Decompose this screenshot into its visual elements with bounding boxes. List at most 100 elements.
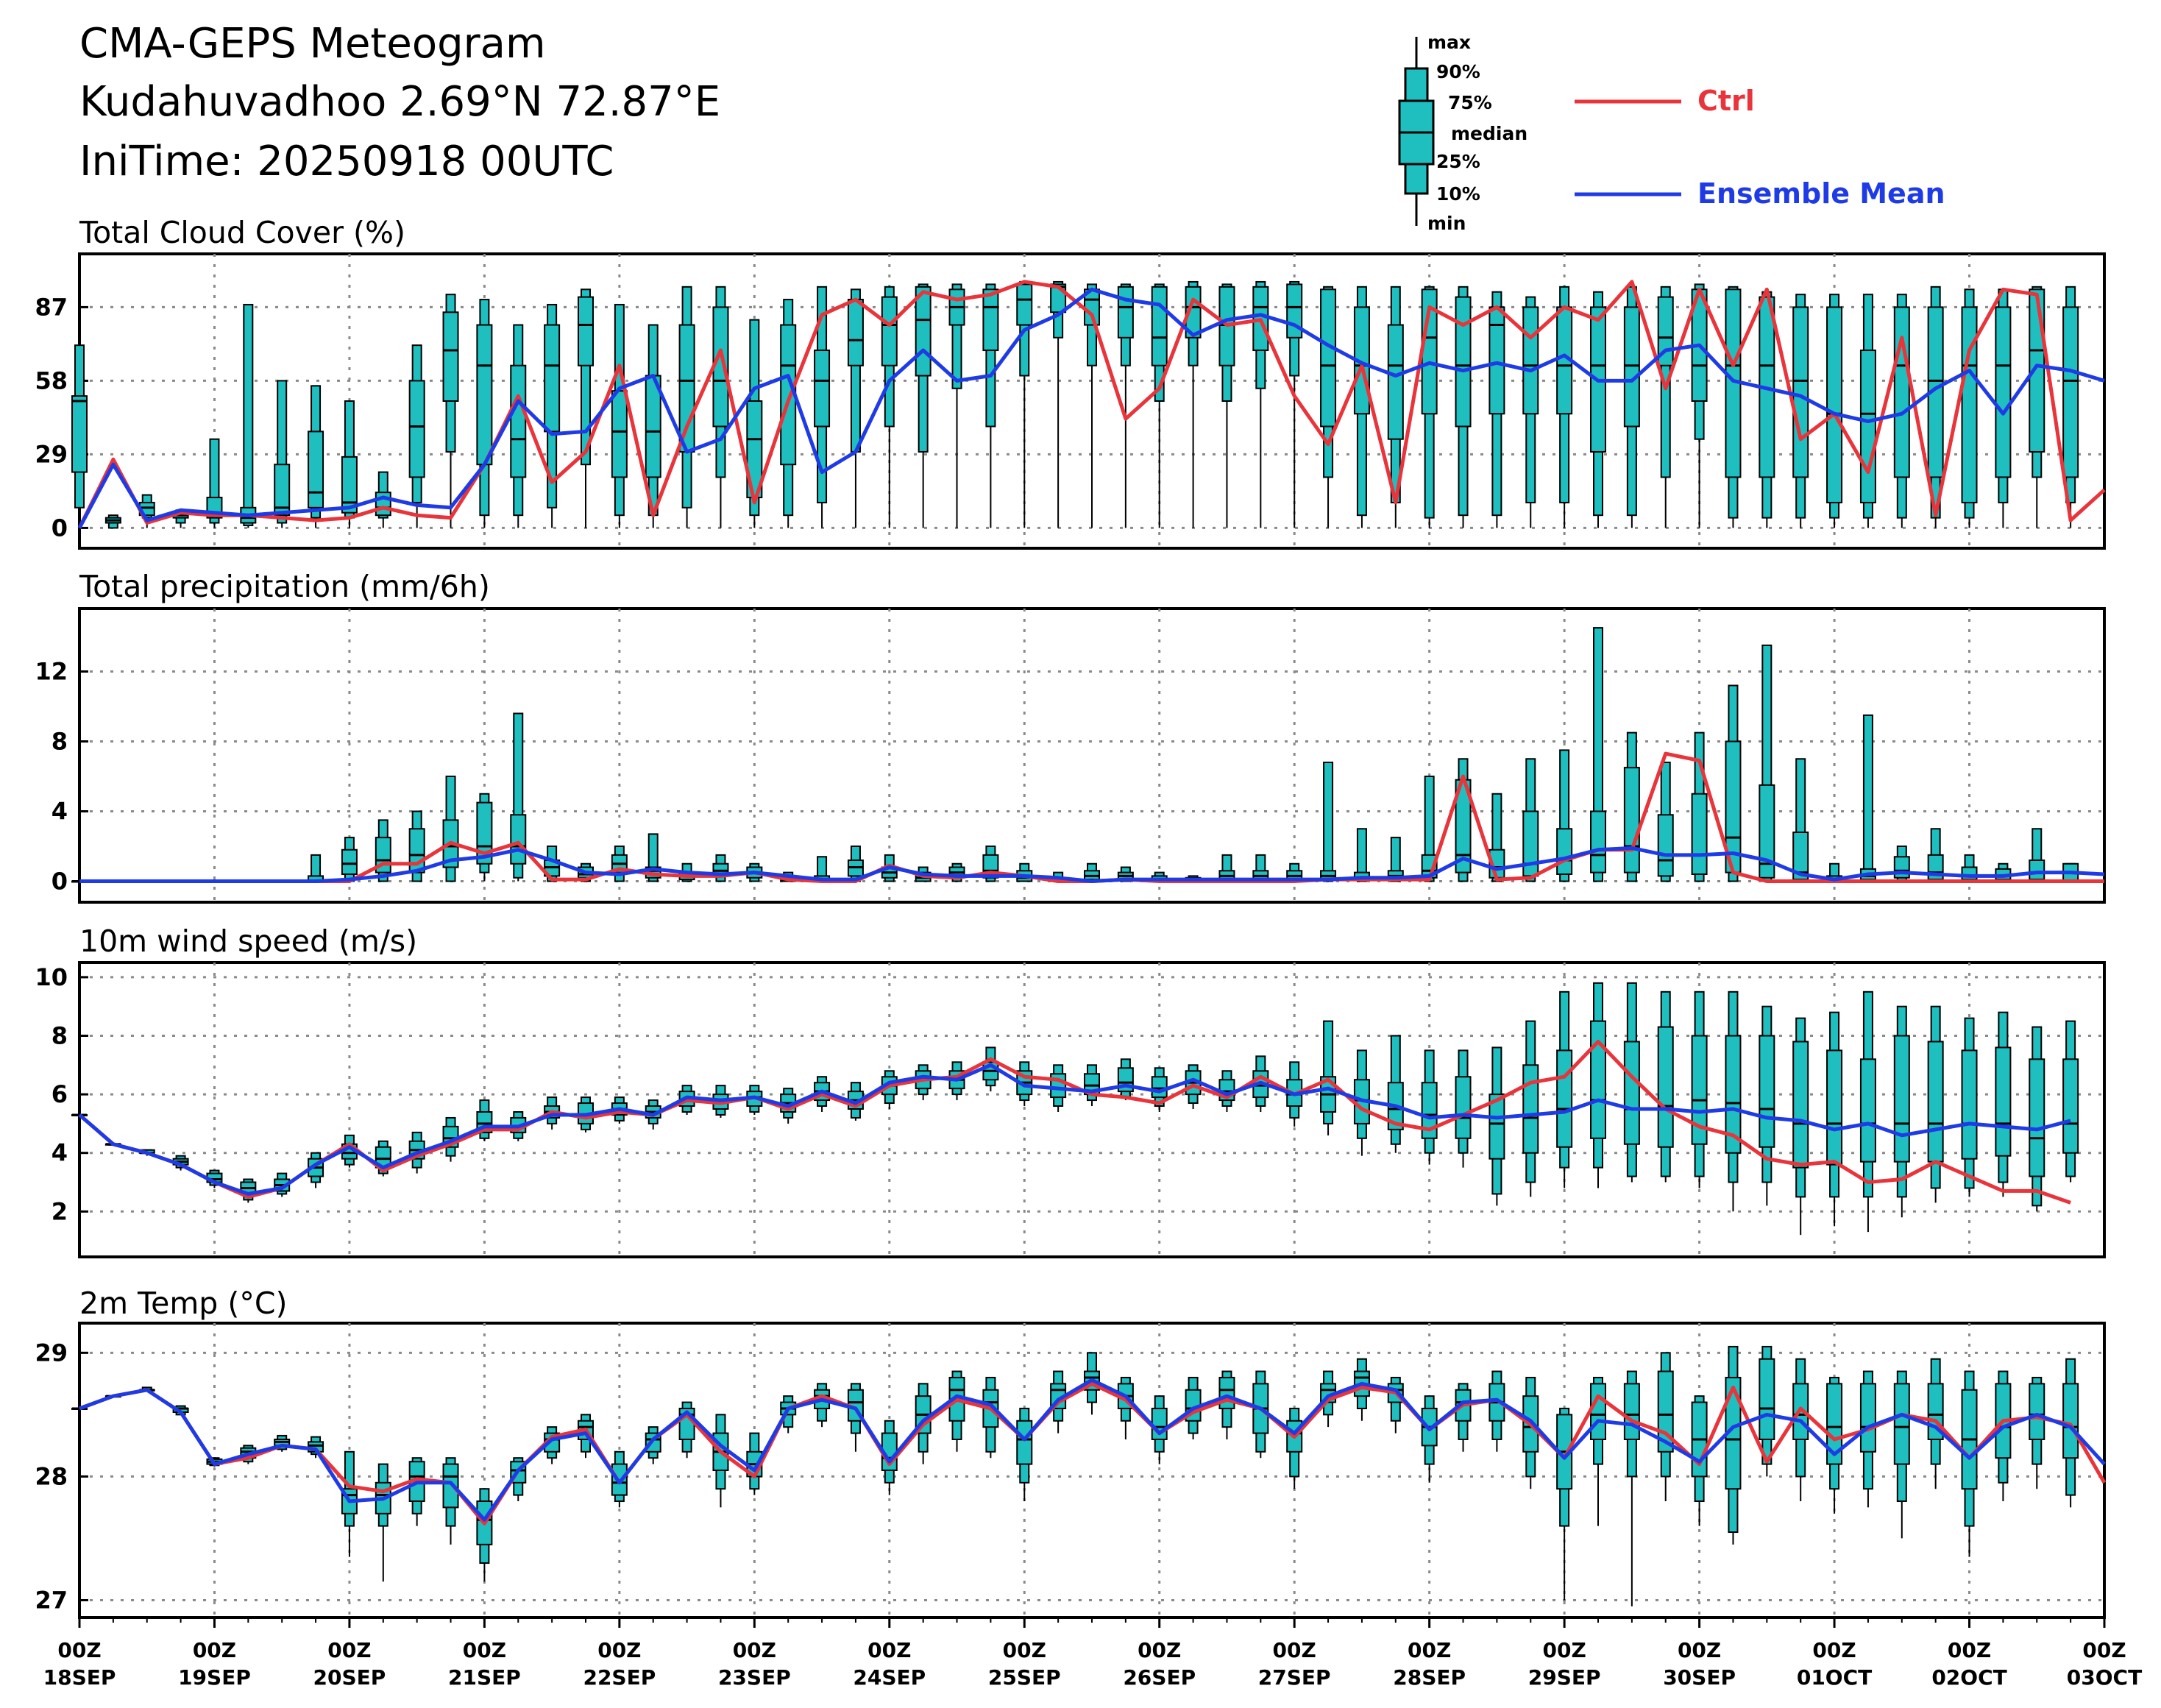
ensemble-box: [1421, 286, 1438, 528]
box-25-75: [1759, 1035, 1775, 1148]
x-tick-hour: 00Z: [1948, 1638, 1991, 1662]
box-legend: max 90% 75% median 25% 10% min: [1398, 32, 1527, 234]
ensemble-box: [1353, 828, 1370, 882]
x-tick-hour: 00Z: [867, 1638, 911, 1662]
box-25-75: [1623, 1041, 1640, 1145]
ensemble-box: [274, 380, 291, 528]
x-tick-date: 27SEP: [1258, 1665, 1331, 1690]
box-25-75: [1961, 306, 1978, 503]
box-25-75: [1050, 1073, 1067, 1099]
legend-ctrl-label: Ctrl: [1697, 85, 1755, 117]
y-tick-label: 87: [35, 293, 68, 321]
ensemble-box: [510, 324, 527, 528]
ensemble-box: [1488, 291, 1505, 528]
ensemble-box: [1759, 291, 1775, 528]
box-25-75: [1859, 1058, 1876, 1163]
ctrl-line-wind: [78, 1040, 2071, 1205]
ensemble-box: [1320, 762, 1337, 882]
box-25-75: [510, 364, 527, 478]
box-25-75: [1522, 1064, 1539, 1154]
ensemble-box: [1657, 762, 1674, 882]
ensemble-box: [1084, 1064, 1100, 1107]
ensemble-box: [1218, 854, 1235, 882]
box-25-75: [1623, 306, 1640, 428]
ensemble-box: [746, 319, 763, 528]
ensemble-box: [1792, 1017, 1809, 1236]
x-tick-date: 01OCT: [1797, 1665, 1872, 1690]
box-25-75: [611, 390, 628, 478]
box-25-75: [1893, 856, 1910, 879]
box-25-75: [1387, 324, 1404, 440]
y-tick-label: 10: [35, 963, 68, 991]
series-legend: Ctrl Ensemble Mean: [1575, 85, 1945, 210]
panel-title-precip: Total precipitation (mm/6h): [79, 569, 490, 604]
ensemble-box: [1455, 1383, 1472, 1452]
x-tick-date: 29SEP: [1528, 1665, 1601, 1690]
x-tick-date: 03OCT: [2067, 1665, 2142, 1690]
box-25-75: [510, 814, 527, 865]
ensemble-box: [948, 1370, 965, 1452]
legend-10-label: 10%: [1436, 183, 1480, 205]
x-tick-hour: 00Z: [597, 1638, 641, 1662]
y-tick-label: 8: [52, 728, 68, 756]
ensemble-box: [1455, 1049, 1472, 1168]
box-25-75: [1151, 1076, 1168, 1099]
ensemble-mean-line-temp: [79, 1378, 2106, 1522]
box-25-75: [476, 324, 493, 466]
x-tick-date: 30SEP: [1663, 1665, 1736, 1690]
ensemble-box: [1927, 286, 1944, 528]
ensemble-box: [375, 819, 391, 882]
x-tick-date: 19SEP: [178, 1665, 251, 1690]
box-25-75: [1961, 1049, 1978, 1160]
ensemble-box: [1185, 280, 1202, 528]
x-tick-date: 26SEP: [1123, 1665, 1196, 1690]
box-25-75: [982, 288, 999, 352]
box-25-75: [1522, 306, 1539, 415]
ensemble-box: [1084, 283, 1100, 528]
box-25-75: [2029, 1383, 2045, 1440]
ensemble-box: [1623, 731, 1640, 882]
panel-wind: 2 4 6 8 10: [35, 961, 2106, 1258]
ensemble-box: [1725, 991, 1742, 1212]
box-25-75: [2029, 1058, 2045, 1177]
ensemble-box: [308, 385, 324, 528]
ensemble-box: [442, 1457, 459, 1545]
ensemble-box: [915, 1064, 932, 1101]
box-25-75: [1826, 1383, 1843, 1465]
box-25-75: [1218, 1376, 1235, 1409]
panel-title-wind: 10m wind speed (m/s): [79, 924, 417, 959]
box-25-75: [1759, 784, 1775, 879]
x-tick-hour: 00Z: [193, 1638, 236, 1662]
box-25-75: [408, 828, 425, 874]
x-tick-hour: 00Z: [1273, 1638, 1316, 1662]
ensemble-box: [1387, 1035, 1404, 1153]
ensemble-box: [814, 1383, 831, 1428]
ensemble-mean-line-precip: [79, 846, 2105, 883]
ensemble-box: [1657, 286, 1674, 528]
ensemble-box: [780, 299, 797, 528]
box-25-75: [1995, 1046, 2012, 1157]
box-25-75: [1893, 1383, 1910, 1465]
box-25-75: [1455, 1076, 1472, 1139]
x-tick-date: 20SEP: [313, 1665, 386, 1690]
ensemble-box: [1691, 731, 1708, 882]
panel-title-temp: 2m Temp (°C): [79, 1286, 287, 1321]
ctrl-line-temp: [79, 1381, 2107, 1525]
x-tick-hour: 00Z: [2082, 1638, 2126, 1662]
box-25-75: [1859, 1383, 1876, 1453]
ensemble-box: [1792, 758, 1809, 882]
box-25-75: [1421, 1082, 1438, 1139]
box-10-90: [1323, 762, 1334, 882]
x-tick-date: 21SEP: [448, 1665, 521, 1690]
box-25-75: [814, 350, 831, 428]
y-tick-label: 4: [52, 1139, 68, 1167]
legend-mean-label: Ensemble Mean: [1697, 177, 1945, 210]
ensemble-box: [1151, 283, 1168, 528]
ensemble-box: [1623, 286, 1640, 528]
ensemble-box: [1759, 1345, 1775, 1477]
ensemble-box: [712, 286, 729, 528]
y-tick-label: 29: [35, 440, 68, 468]
y-tick-label: 12: [35, 658, 68, 686]
ensemble-box: [544, 303, 561, 528]
